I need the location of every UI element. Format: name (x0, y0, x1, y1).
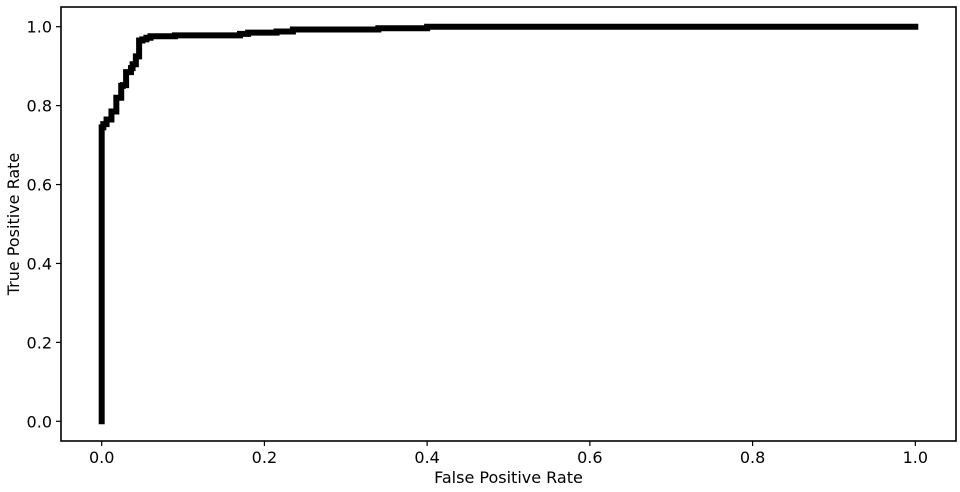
x-axis-label: False Positive Rate (434, 468, 583, 487)
y-axis-ticks: 0.0 0.2 0.4 0.6 0.8 1.0 (27, 18, 61, 431)
y-tick-label: 0.2 (27, 333, 52, 352)
y-tick-label: 0.0 (27, 412, 52, 431)
x-axis-ticks: 0.0 0.2 0.4 0.6 0.8 1.0 (89, 441, 928, 467)
x-tick-label: 0.2 (252, 448, 277, 467)
y-tick-label: 0.4 (27, 254, 52, 273)
plot-frame (60, 6, 957, 442)
y-axis-label: True Positive Rate (4, 153, 23, 297)
x-tick-label: 0.4 (414, 448, 439, 467)
plot-layer (98, 23, 919, 425)
y-tick-label: 0.6 (27, 176, 52, 195)
x-tick-label: 0.6 (577, 448, 602, 467)
y-tick-label: 1.0 (27, 18, 52, 37)
x-tick-label: 1.0 (903, 448, 928, 467)
roc-curve-line (98, 23, 919, 425)
x-tick-label: 0.8 (740, 448, 765, 467)
y-tick-label: 0.8 (27, 97, 52, 116)
x-tick-label: 0.0 (89, 448, 114, 467)
